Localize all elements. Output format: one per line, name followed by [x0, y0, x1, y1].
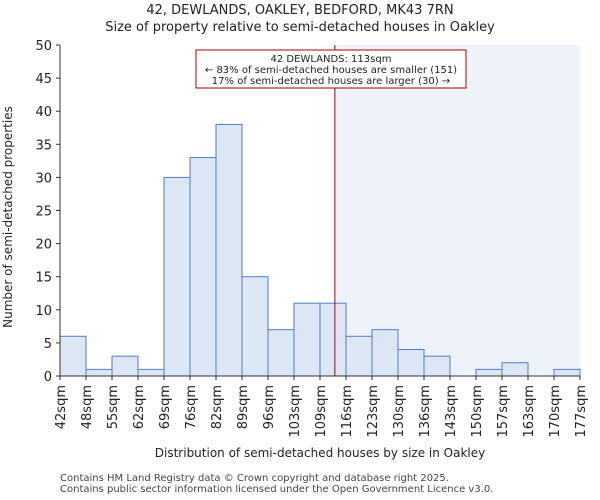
chart-subtitle: Size of property relative to semi-detach… — [105, 20, 495, 35]
annotation-larger: 17% of semi-detached houses are larger (… — [212, 76, 450, 87]
x-tick-label: 143sqm — [444, 385, 459, 438]
x-tick-label: 62sqm — [132, 385, 147, 429]
bar-123sqm — [371, 329, 399, 377]
x-tick-label: 69sqm — [158, 385, 173, 429]
y-tick-label: 30 — [35, 171, 52, 186]
y-tick-label: 50 — [35, 39, 52, 54]
bar-150sqm — [475, 368, 503, 377]
y-tick-label: 15 — [35, 271, 52, 286]
annotation-title: 42 DEWLANDS: 113sqm — [271, 54, 392, 65]
x-tick-label: 177sqm — [574, 385, 589, 438]
x-tick-label: 163sqm — [522, 385, 537, 438]
larger-region-highlight — [334, 45, 580, 376]
x-tick-label: 82sqm — [210, 385, 225, 429]
y-tick-label: 5 — [44, 337, 52, 352]
bar-116sqm — [345, 335, 373, 377]
y-tick-label: 0 — [44, 370, 52, 385]
x-tick-label: 48sqm — [80, 385, 95, 429]
x-tick-label: 157sqm — [496, 385, 511, 438]
x-tick-label: 55sqm — [106, 385, 121, 429]
y-tick-label: 10 — [35, 304, 52, 319]
bar-170sqm — [553, 368, 581, 377]
y-tick-label: 35 — [35, 138, 52, 153]
y-axis-label: Number of semi-detached properties — [1, 106, 15, 328]
bar-89sqm — [241, 276, 269, 377]
y-tick-label: 40 — [35, 105, 52, 120]
x-tick-label: 42sqm — [54, 385, 69, 429]
x-tick-label: 150sqm — [470, 385, 485, 438]
y-tick-label: 20 — [35, 238, 52, 253]
chart-title: 42, DEWLANDS, OAKLEY, BEDFORD, MK43 7RN — [146, 3, 454, 18]
x-tick-label: 103sqm — [288, 385, 303, 438]
x-tick-label: 123sqm — [366, 385, 381, 438]
bar-130sqm — [397, 349, 425, 377]
bar-157sqm — [501, 362, 529, 377]
x-tick-label: 136sqm — [418, 385, 433, 438]
bar-82sqm — [215, 123, 243, 377]
bar-136sqm — [423, 355, 451, 377]
bar-69sqm — [163, 176, 191, 377]
bar-76sqm — [189, 157, 217, 377]
x-tick-label: 116sqm — [340, 385, 355, 438]
bar-48sqm — [85, 368, 113, 377]
bar-96sqm — [267, 329, 295, 377]
y-tick-label: 25 — [35, 205, 52, 220]
footer-copyright: Contains HM Land Registry data © Crown c… — [60, 473, 449, 484]
y-tick-label: 45 — [35, 72, 52, 87]
x-tick-label: 76sqm — [184, 385, 199, 429]
footer-licence: Contains public sector information licen… — [60, 484, 494, 495]
x-axis-label: Distribution of semi-detached houses by … — [155, 446, 485, 460]
x-tick-label: 96sqm — [262, 385, 277, 429]
x-tick-label: 170sqm — [548, 385, 563, 438]
bar-55sqm — [111, 355, 139, 377]
x-tick-label: 89sqm — [236, 385, 251, 429]
x-tick-label: 130sqm — [392, 385, 407, 438]
annotation-box — [195, 49, 467, 89]
annotation-smaller: ← 83% of semi-detached houses are smalle… — [205, 65, 457, 76]
bar-62sqm — [137, 368, 165, 377]
bar-42sqm — [59, 335, 87, 377]
x-tick-label: 109sqm — [314, 385, 329, 438]
bar-103sqm — [293, 302, 321, 377]
bar-109sqm — [319, 302, 347, 377]
